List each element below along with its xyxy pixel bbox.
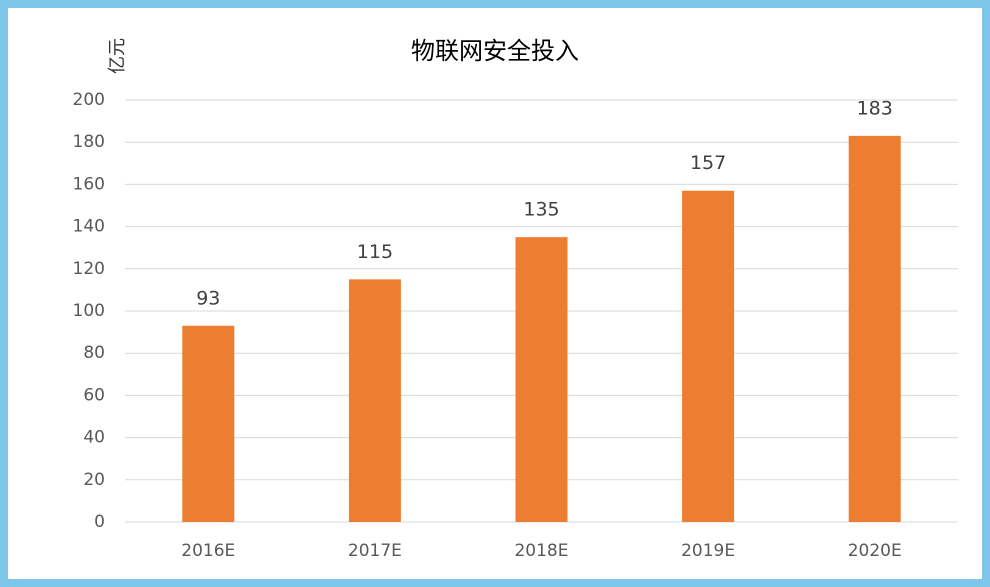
y-tick-label: 80 [83, 343, 105, 363]
chart-title: 物联网安全投入 [411, 37, 579, 65]
x-tick-label: 2019E [681, 541, 735, 561]
bar [515, 237, 568, 522]
chart: 物联网安全投入 亿元 0 20 40 60 80 100 120 140 160 180 200 20… [73, 37, 958, 561]
x-tick-label: 2018E [514, 541, 568, 561]
y-tick-label: 100 [73, 301, 105, 321]
bar [182, 325, 235, 522]
y-tick-label: 160 [73, 174, 105, 194]
y-tick-label: 60 [83, 385, 105, 405]
bar [848, 135, 901, 522]
data-label: 115 [357, 241, 393, 263]
y-tick-label: 180 [73, 132, 105, 152]
y-tick-label: 120 [73, 259, 105, 279]
data-label: 157 [690, 152, 726, 174]
y-tick-label: 40 [83, 428, 105, 448]
y-axis-label: 亿元 [107, 38, 128, 74]
bar [348, 279, 401, 522]
data-label: 93 [196, 287, 220, 309]
y-tick-label: 200 [73, 90, 105, 110]
x-tick-label: 2016E [181, 541, 235, 561]
data-label: 183 [857, 97, 893, 119]
data-label: 135 [523, 199, 559, 221]
bar [682, 190, 735, 523]
x-tick-label: 2020E [848, 541, 902, 561]
x-tick-label: 2017E [348, 541, 402, 561]
y-tick-label: 0 [94, 512, 105, 532]
y-tick-label: 140 [73, 217, 105, 237]
y-tick-label: 20 [83, 470, 105, 490]
